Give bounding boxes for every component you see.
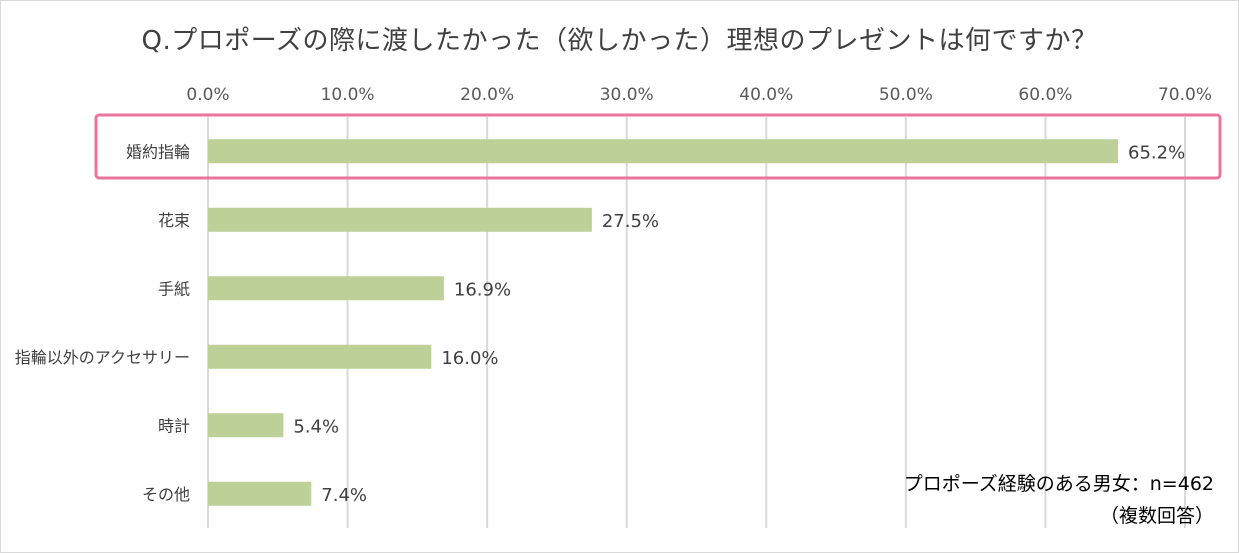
- category-label: 花束: [158, 211, 190, 230]
- sample-size-note: プロポーズ経験のある男女：n=462: [903, 473, 1214, 495]
- category-label: 手紙: [158, 279, 190, 298]
- chart-title: Q.プロポーズの際に渡したかった（欲しかった）理想のプレゼントは何ですか？: [141, 26, 1098, 56]
- data-label: 65.2%: [1128, 142, 1185, 163]
- x-tick-label: 0.0%: [186, 85, 229, 105]
- category-label: 婚約指輪: [126, 142, 190, 161]
- data-label: 27.5%: [602, 211, 659, 232]
- x-tick-label: 50.0%: [879, 85, 933, 105]
- bar: [208, 413, 284, 438]
- bar: [208, 207, 592, 232]
- bar: [208, 276, 444, 301]
- data-labels: 65.2% 27.5% 16.9% 16.0% 5.4% 7.4%: [293, 142, 1185, 506]
- category-label: 指輪以外のアクセサリー: [15, 348, 190, 367]
- data-label: 16.9%: [454, 279, 511, 300]
- x-tick-label: 10.0%: [321, 85, 375, 105]
- category-label: その他: [142, 485, 190, 504]
- bar: [208, 481, 312, 506]
- x-tick-label: 40.0%: [739, 85, 793, 105]
- x-tick-label: 70.0%: [1158, 85, 1212, 105]
- highlight-layer: [94, 113, 1222, 180]
- bar: [208, 139, 1119, 164]
- multiple-answer-note: （複数回答）: [1099, 505, 1214, 527]
- data-label: 16.0%: [441, 348, 498, 369]
- gridlines: [207, 117, 1186, 528]
- data-label: 5.4%: [293, 416, 339, 437]
- data-label: 7.4%: [321, 485, 367, 506]
- x-tick-label: 60.0%: [1018, 85, 1072, 105]
- x-axis-ticks: 0.0% 10.0% 20.0% 30.0% 40.0% 50.0% 60.0% 70.0%: [186, 85, 1212, 105]
- x-tick-label: 20.0%: [460, 85, 514, 105]
- bars: [208, 139, 1119, 506]
- category-label: 時計: [158, 416, 190, 435]
- x-tick-label: 30.0%: [600, 85, 654, 105]
- highlight-box: [94, 113, 1222, 180]
- sample-note: プロポーズ経験のある男女：n=462 （複数回答）: [904, 468, 1214, 532]
- bar: [208, 344, 432, 369]
